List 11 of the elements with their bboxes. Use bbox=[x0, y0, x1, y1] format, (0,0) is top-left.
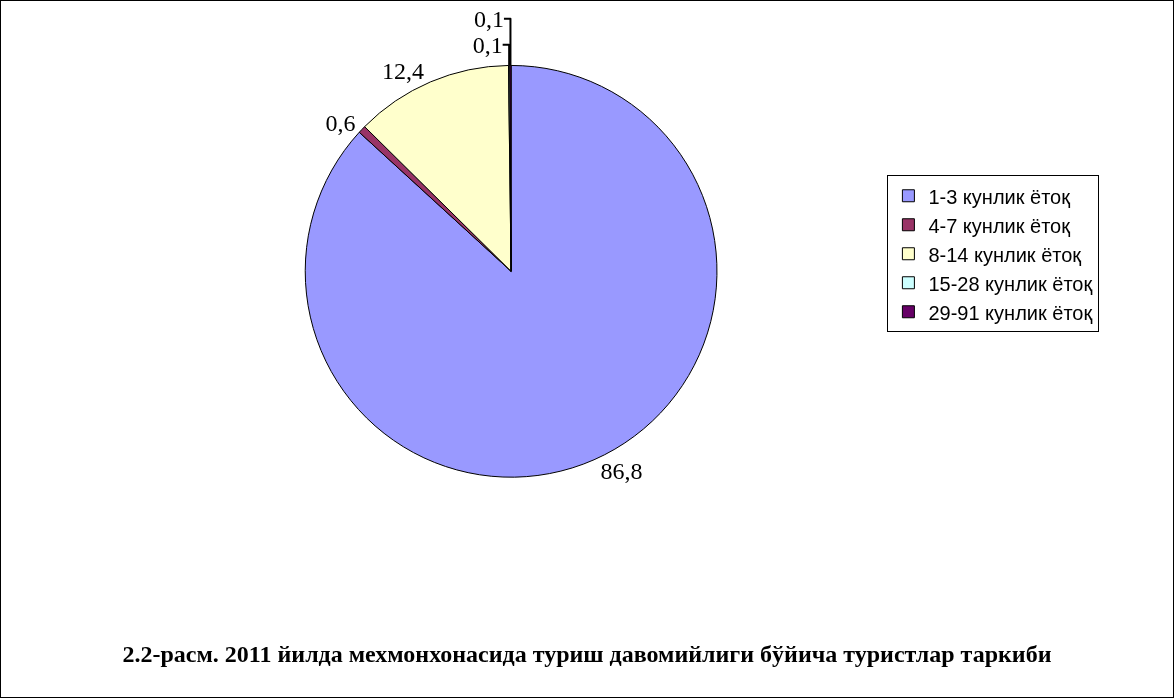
data-label: 0,6 bbox=[325, 110, 356, 137]
legend-label: 4-7 кунлик ётоқ bbox=[928, 214, 1071, 237]
data-label: 12,4 bbox=[382, 57, 425, 84]
legend-label: 29-91 кунлик ётоқ bbox=[928, 301, 1093, 324]
data-label: 0,1 bbox=[472, 31, 503, 58]
legend-label: 8-14 кунлик ётоқ bbox=[928, 243, 1082, 266]
data-label: 86,8 bbox=[600, 457, 643, 484]
data-label: 0,1 bbox=[473, 5, 504, 32]
text: 2.2-расм. 2011 йилда мехмонхонасида туриш давомийлиги бўйича туристлар таркиби bbox=[122, 641, 1052, 668]
legend-label: 15-28 кунлик ётоқ bbox=[928, 272, 1093, 295]
legend-label: 1-3 кунлик ётоқ bbox=[928, 185, 1071, 208]
